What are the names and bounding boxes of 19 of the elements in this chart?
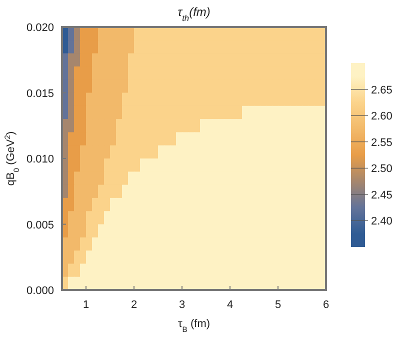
color-bar-label: 2.60 <box>371 110 392 123</box>
x-tick-label: 6 <box>322 299 330 311</box>
y-tick-label: 0.010 <box>26 154 54 166</box>
x-tick-label: 2 <box>130 299 138 311</box>
y-tick-label: 0.015 <box>26 88 54 100</box>
y-tick-label: 0.005 <box>26 219 54 232</box>
x-tick-label: 4 <box>226 299 234 311</box>
x-tick-label: 1 <box>82 299 90 311</box>
color-bar-label: 2.65 <box>371 84 392 96</box>
x-tick-label: 3 <box>178 299 186 311</box>
y-tick-label: 0.020 <box>26 22 54 34</box>
x-axis-title: τ$_{B}$ (fm) <box>178 318 210 334</box>
color-bar-label: 2.50 <box>371 163 392 176</box>
chart-title: τ$_{th}$(fm) <box>178 5 210 23</box>
color-bar-label: 2.45 <box>371 189 392 202</box>
color-bar-label: 2.55 <box>371 136 392 149</box>
x-tick-label: 5 <box>274 299 282 311</box>
y-tick-label: 0.000 <box>26 285 54 297</box>
color-bar-label: 2.40 <box>371 216 392 228</box>
